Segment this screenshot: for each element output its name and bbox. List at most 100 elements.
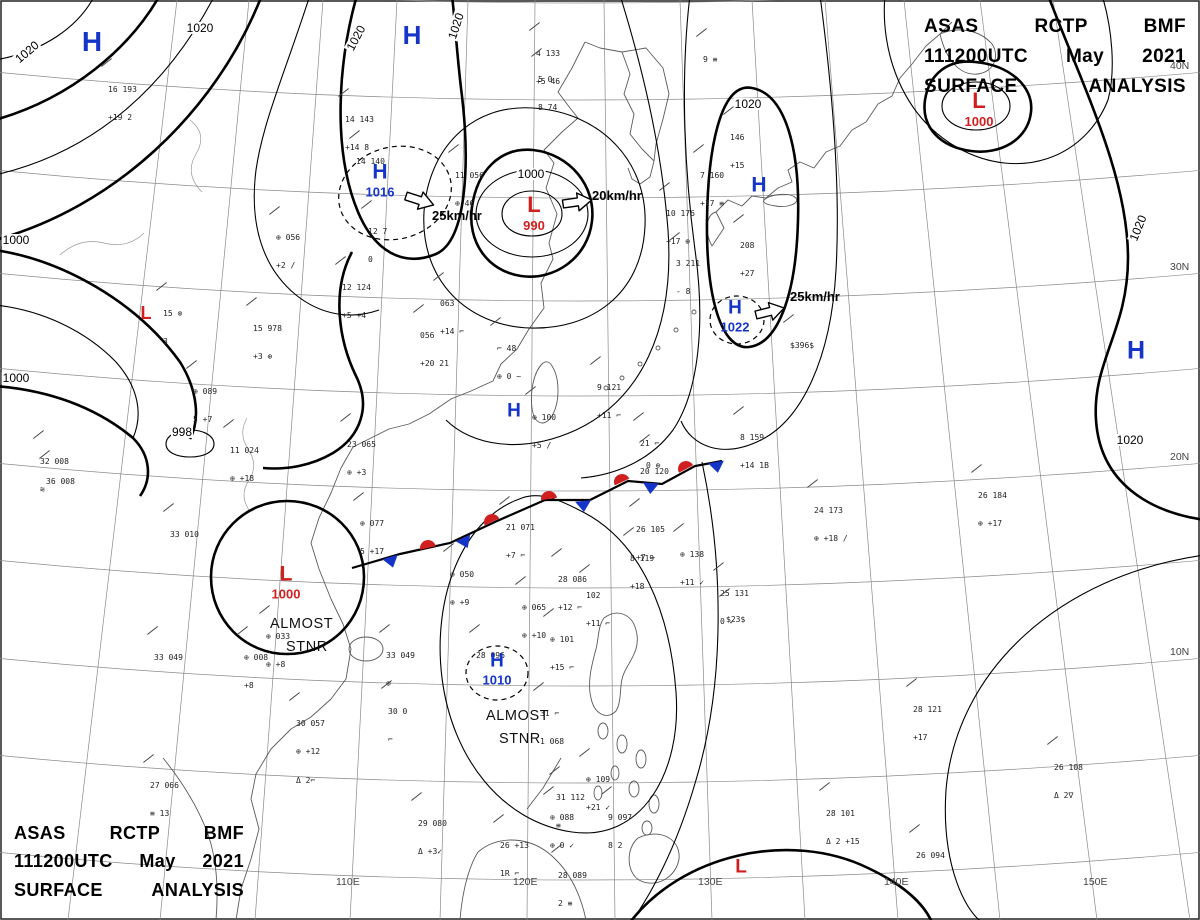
latitude-label-text: 30N [1170, 261, 1190, 273]
latitude-label-text: 20N [1170, 451, 1190, 463]
station-line: 14 140 [356, 156, 385, 166]
station-plot: 28 089 2 ≡ [558, 852, 587, 920]
station-plot: 9 097 8 2 [608, 794, 637, 879]
station-line: +11 ⌐ [597, 411, 622, 421]
station-plot: 102 +11 ⌐ [586, 572, 615, 657]
pressure-letter: L [972, 88, 986, 113]
station-plot: 26 184 ⊕ +17 [978, 472, 1007, 557]
station-line: +11 ✓ [680, 578, 705, 588]
station-plot: 0 ⊕ [646, 442, 675, 508]
station-line: +3 ⊕ [253, 352, 273, 362]
station-plot: 15 ⊗ 3 [163, 290, 192, 375]
station-line: 26 184 [978, 490, 1007, 500]
station-line: +27 [740, 269, 755, 279]
station-plot: ⊕ 100 +5 / [532, 394, 561, 479]
station-plot: 24 173 ⊕ +18 / [814, 487, 848, 572]
station-plot: 28 096 [476, 632, 505, 698]
pressure-letter: H [728, 297, 742, 319]
pressure-value: 1022 [720, 319, 750, 335]
station-line: ⌐ [388, 735, 393, 745]
station-plot: 36 008 [46, 458, 75, 524]
longitude-label-text: 110E [336, 876, 360, 888]
station-line: 21 071 [506, 522, 535, 532]
title-line-1: ASAS RCTP BMF [924, 16, 1186, 37]
station-line: 7 160 [700, 170, 725, 180]
latitude-label: 40N [1170, 60, 1189, 72]
station-line: +8 [244, 681, 254, 691]
latitude-label: 10N [1170, 646, 1189, 658]
station-line: 8 74 [538, 103, 558, 113]
pressure-letter: L [527, 192, 541, 217]
station-line: 14 143 [345, 114, 374, 124]
station-line: ⊕ +9 [450, 598, 470, 608]
station-plot: 23 065 ⊕ +3 [347, 421, 376, 506]
station-line: ⊕ +18 [230, 474, 255, 484]
station-plot: 33 049 [154, 634, 183, 700]
station-plot: ⊕ 056 +2 / [276, 214, 305, 299]
pressure-value: 990 [523, 218, 545, 233]
station-line: 146 [730, 132, 745, 142]
station-line: 28 086 [558, 574, 587, 584]
station-line: ⌐ 48 [497, 343, 517, 353]
station-line: ⊕ 138 [680, 549, 705, 559]
title-line-3: SURFACE ANALYSIS [924, 76, 1186, 98]
isobar-label-text: 1020 [734, 97, 762, 111]
pressure-system: H [82, 28, 102, 56]
station-line: - 8 [676, 287, 691, 297]
station-line: $396$ [790, 340, 815, 350]
pressure-system: H 1022 [721, 299, 750, 334]
station-line: 056 [420, 330, 435, 340]
pressure-value: 1010 [482, 672, 512, 688]
station-line: 33 049 [154, 652, 183, 662]
pressure-value: 1000 [964, 114, 994, 129]
station-plot: 16 193 +19 2 [108, 66, 137, 151]
isobar-label: 998 [170, 426, 194, 438]
station-line: ⊕ 065 [522, 602, 547, 612]
station-plot: $23$ [726, 596, 755, 662]
coastline [59, 21, 996, 920]
station-line: ≡ 13 [150, 809, 170, 819]
station-line: 4 133 [536, 48, 561, 58]
station-line: 30 0 [388, 706, 408, 716]
station-plot: ⊕ 077 5 +17 [360, 500, 389, 585]
station-line: +2 / [276, 261, 296, 271]
pressure-system: H 1016 [366, 162, 395, 199]
station-line: 33 049 [386, 650, 415, 660]
station-line: +15 ⌐ [550, 663, 575, 673]
longitude-label: 150E [1083, 876, 1108, 888]
station-line: ⊕ 056 [276, 232, 301, 242]
pressure-letter: L [735, 856, 747, 878]
station-line: 208 [740, 240, 755, 250]
station-line: +5 / [532, 441, 552, 451]
station-line: 5 +17 [360, 547, 385, 557]
station-line: 31 ⌐ [540, 708, 560, 718]
movement-arrows [404, 191, 785, 321]
station-line: +5 +4 [342, 311, 367, 321]
movement-annotation: ALMOST [486, 708, 549, 724]
station-line: ⊕ 077 [360, 518, 385, 528]
station-line: Δ +3✓ [418, 847, 443, 857]
station-line: 27 066 [150, 780, 179, 790]
movement-arrow-icon [404, 191, 435, 210]
movement-speed-text: 25km/hr [790, 289, 840, 304]
station-line: Δ 2⌐ [296, 775, 316, 785]
station-plot: 28 121 +17 [913, 686, 942, 771]
movement-annotation: STNR [499, 731, 541, 747]
station-line: +20 21 [420, 359, 449, 369]
longitude-label-text: 140E [884, 876, 909, 888]
title-line-1: ASAS RCTP BMF [14, 822, 244, 843]
station-plot: 208 +27 [740, 222, 769, 307]
station-line: 0 ⊕ [646, 460, 661, 470]
isobar-label-text: 1000 [517, 167, 545, 181]
station-line: ⊕ +3 [347, 468, 367, 478]
station-plot: 33 049 ⊕ [386, 632, 415, 717]
station-line: +19 2 [108, 113, 133, 123]
pressure-system: H [403, 22, 422, 48]
movement-annotation-text: STNR [499, 731, 541, 747]
pressure-system: L [141, 304, 152, 322]
pressure-letter: H [402, 20, 422, 50]
station-plot: ⊕ 089 5 +7 [193, 368, 222, 453]
station-line: 063 [440, 298, 455, 308]
pressure-system: L 1000 [964, 88, 994, 129]
